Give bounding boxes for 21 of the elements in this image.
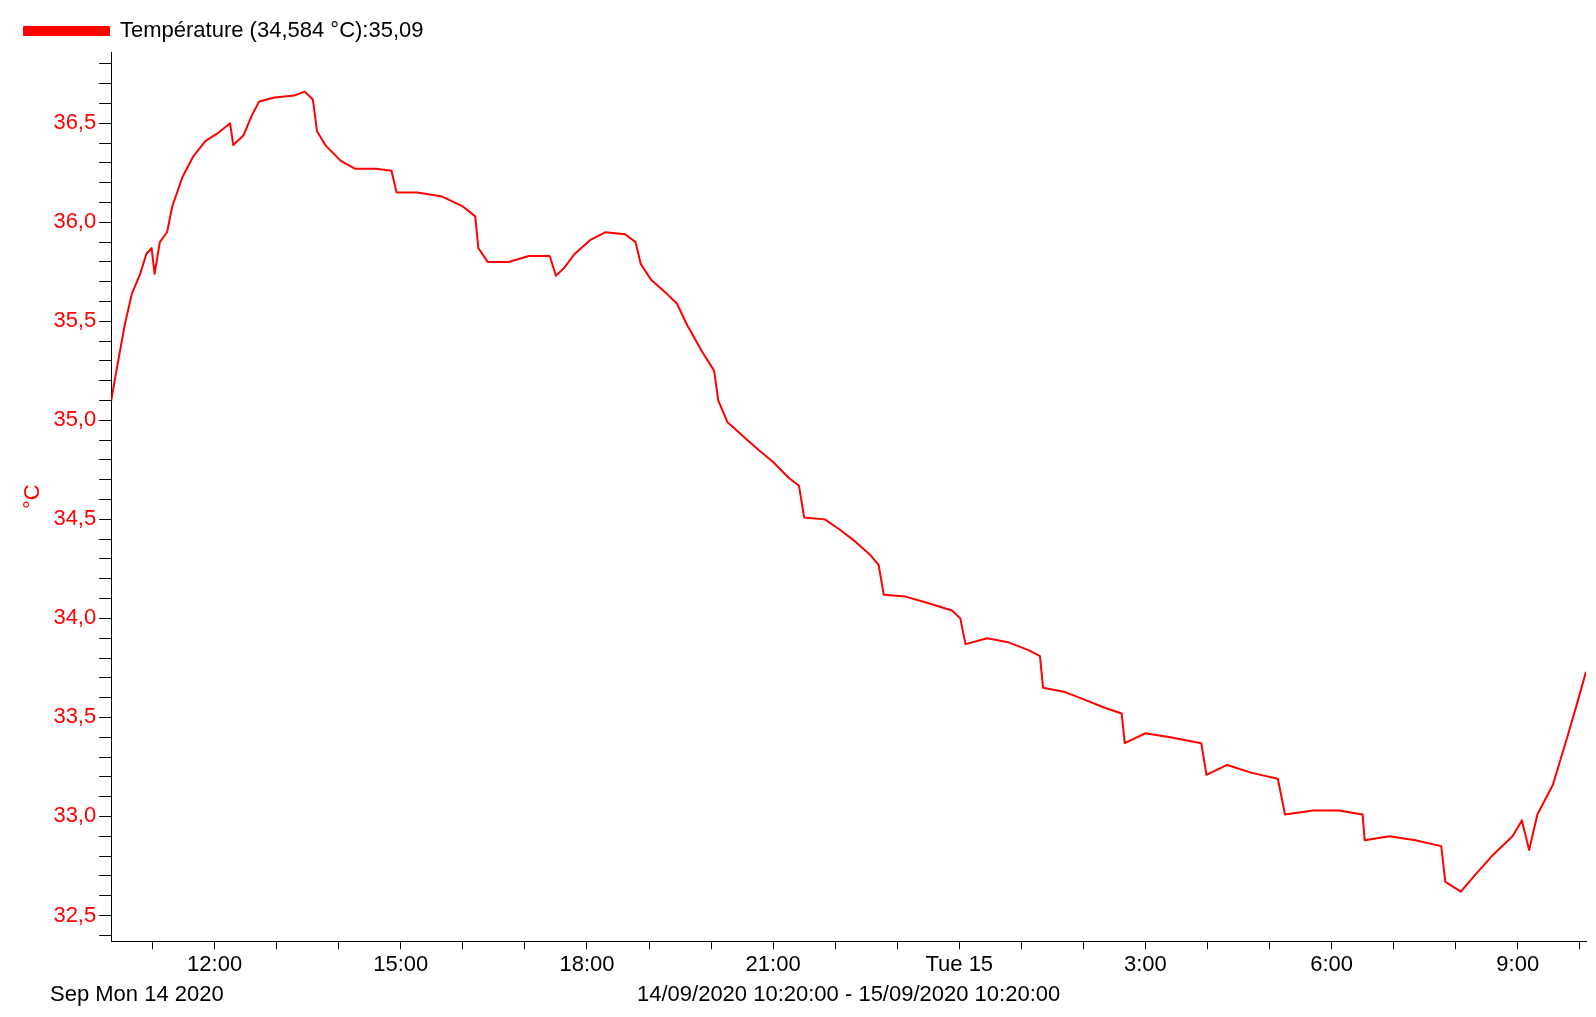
y-tick-label: 34,0 [53,604,97,630]
x-tick-label: 21:00 [745,951,801,977]
x-tick-label: 9:00 [1496,951,1540,977]
y-tick-label: 33,0 [53,802,97,828]
x-tick-label: 18:00 [559,951,615,977]
y-tick-label: 32,5 [53,901,97,927]
y-tick-label: 34,5 [53,505,97,531]
legend-label: Température (34,584 °C):35,09 [120,17,424,43]
y-tick-label: 36,0 [53,208,97,234]
x-axis-title: 14/09/2020 10:20:00 - 15/09/2020 10:20:00 [636,980,1061,1006]
x-tick-label: Tue 15 [925,951,994,977]
x-tick-label: 12:00 [187,951,243,977]
x-tick-label: 3:00 [1124,951,1167,977]
y-tick-label: 33,5 [53,703,97,729]
y-axis-title: °C [19,484,45,509]
y-tick-label: 35,0 [53,406,97,432]
y-tick-label: 35,5 [53,307,97,333]
text: Sep Mon 14 2020 [50,981,224,1007]
y-tick-label: 36,5 [53,109,97,135]
x-tick-label: 6:00 [1310,951,1353,977]
x-tick-label: 15:00 [373,951,429,977]
